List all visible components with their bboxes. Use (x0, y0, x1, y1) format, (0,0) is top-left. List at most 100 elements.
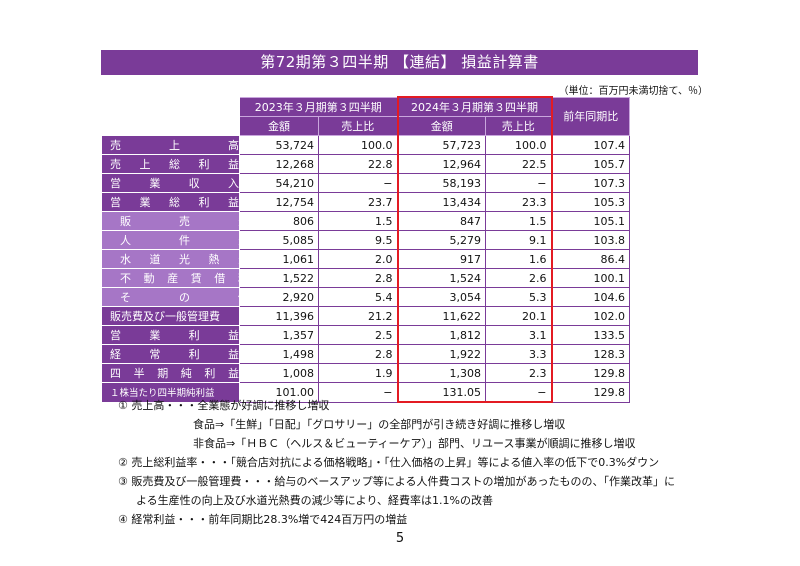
prev-ratio-cell: 5.4 (318, 287, 398, 307)
prev-amount-cell: 12,754 (239, 192, 319, 212)
curr-ratio-cell: 1.6 (485, 249, 553, 269)
header-prev-ratio: 売上比 (318, 116, 398, 136)
table-row: 水 道 光 熱 費 1,061 2.0 917 1.6 86.4 (101, 249, 630, 269)
row-label-char: 高 (228, 139, 239, 152)
row-label-char: 上 (169, 139, 180, 152)
table-row: そ の 他 2,920 5.4 3,054 5.3 104.6 (101, 287, 630, 307)
note-line: ④ 経常利益・・・前年同期比28.3%増で424百万円の増益 (118, 513, 408, 526)
row-label-char: 利 (198, 158, 210, 171)
curr-amount-cell: 3,054 (396, 287, 486, 307)
row-label-char: 水 (120, 253, 131, 266)
row-label-char: 期 (157, 367, 169, 380)
curr-ratio-cell: − (485, 382, 553, 403)
row-label-char: 業 (149, 329, 161, 342)
yoy-cell: 104.6 (551, 287, 630, 307)
table-row: 売 上 総 利 益 12,268 22.8 12,964 22.5 105.7 (101, 154, 630, 174)
row-label-char: 営 (110, 196, 121, 209)
row-label: 不動産賃借料 (101, 268, 249, 288)
prev-amount-cell: 11,396 (239, 306, 319, 326)
curr-amount-cell: 131.05 (396, 382, 486, 403)
curr-amount-cell: 58,193 (396, 173, 486, 193)
prev-amount-cell: 806 (239, 211, 319, 231)
row-label-char: 利 (188, 329, 200, 342)
row-label-char: 益 (228, 196, 239, 209)
row-label: 人件費 (101, 230, 249, 250)
prev-amount-cell: 2,920 (239, 287, 319, 307)
row-label-char: 利 (198, 196, 210, 209)
prev-ratio-cell: − (318, 173, 398, 193)
yoy-cell: 103.8 (551, 230, 630, 250)
row-label-char: 道 (149, 253, 161, 266)
row-label-char: 借 (214, 272, 226, 285)
curr-ratio-cell: 1.5 (485, 211, 553, 231)
curr-amount-cell: 57,723 (396, 135, 486, 155)
prev-ratio-cell: 1.5 (318, 211, 398, 231)
yoy-cell: 105.7 (551, 154, 630, 174)
row-label: 水道光熱費 (101, 249, 249, 269)
row-label: 販売費及び一般管理費 (101, 306, 240, 326)
curr-amount-cell: 11,622 (396, 306, 486, 326)
row-label-char: 営 (110, 329, 121, 342)
row-label-char: 業 (149, 177, 161, 190)
table-row: 販売費及び一般管理費 11,396 21.2 11,622 20.1 102.0 (101, 306, 630, 326)
row-label-char: 営 (110, 177, 121, 190)
header-row-periods: 2023年３月期第３四半期 2024年３月期第３四半期 前年同期比 (101, 96, 630, 136)
curr-ratio-cell: 9.1 (485, 230, 553, 250)
yoy-cell: 107.4 (551, 135, 630, 155)
row-label-char: 販売費及び一般管理費 (110, 310, 220, 323)
curr-ratio-cell: 5.3 (485, 287, 553, 307)
yoy-cell: 129.8 (551, 382, 630, 403)
prev-amount-cell: 53,724 (239, 135, 319, 155)
page-title: 第72期第３四半期 【連結】 損益計算書 (101, 50, 698, 75)
row-label-char: 光 (179, 253, 190, 266)
prev-amount-cell: 1,357 (239, 325, 319, 345)
prev-amount-cell: 54,210 (239, 173, 319, 193)
row-label-char: 賃 (190, 272, 202, 285)
income-statement-table: 2023年３月期第３四半期 2024年３月期第３四半期 前年同期比 金額 売上比… (101, 96, 630, 403)
curr-ratio-cell: 2.6 (485, 268, 553, 288)
prev-ratio-cell: 2.5 (318, 325, 398, 345)
row-label-char: 費 (238, 234, 249, 247)
prev-ratio-cell: 1.9 (318, 363, 398, 383)
yoy-cell: 100.1 (551, 268, 630, 288)
curr-ratio-cell: 3.3 (485, 344, 553, 364)
row-label-char: 熱 (208, 253, 220, 266)
row-label-char: 四 (110, 367, 121, 380)
row-label: その他 (101, 287, 249, 307)
row-label-char: 上 (139, 158, 151, 171)
curr-amount-cell: 1,922 (396, 344, 486, 364)
row-label-char: 利 (188, 348, 200, 361)
header-empty-2 (101, 116, 240, 136)
header-period-curr: 2024年３月期第３四半期 (396, 96, 553, 117)
row-label-char: 収 (188, 177, 200, 190)
prev-amount-cell: 101.00 (239, 382, 319, 403)
row-label: 営業収入 (101, 173, 240, 193)
row-label-char: 経 (110, 348, 121, 361)
header-empty (101, 96, 240, 117)
row-label-char: 益 (227, 367, 239, 380)
page-number: 5 (395, 531, 405, 546)
row-label-char: 売 (110, 158, 121, 171)
prev-ratio-cell: 2.0 (318, 249, 398, 269)
row-label-char: 料 (237, 272, 249, 285)
header-row-columns: 金額 売上比 金額 売上比 (101, 116, 630, 136)
curr-amount-cell: 5,279 (396, 230, 486, 250)
row-label-char: 入 (227, 177, 239, 190)
curr-ratio-cell: 20.1 (485, 306, 553, 326)
yoy-cell: 105.3 (551, 192, 630, 212)
table-row: 営 業 利 益 1,357 2.5 1,812 3.1 133.5 (101, 325, 630, 345)
prev-ratio-cell: 9.5 (318, 230, 398, 250)
row-label-char: 利 (204, 367, 216, 380)
prev-ratio-cell: 100.0 (318, 135, 398, 155)
prev-amount-cell: 1,061 (239, 249, 319, 269)
header-curr-amount: 金額 (396, 116, 486, 136)
row-label-char: 半 (133, 367, 145, 380)
row-label-char: 売 (110, 139, 121, 152)
row-label: 経常利益 (101, 344, 240, 364)
note-line: ③ 販売費及び一般管理費・・・給与のベースアップ等による人件費コストの増加があっ… (118, 475, 675, 488)
curr-ratio-cell: 3.1 (485, 325, 553, 345)
row-label-char: 総 (169, 196, 180, 209)
row-label-char: 益 (227, 329, 239, 342)
row-label-char: 産 (167, 272, 179, 285)
prev-amount-cell: 1,522 (239, 268, 319, 288)
